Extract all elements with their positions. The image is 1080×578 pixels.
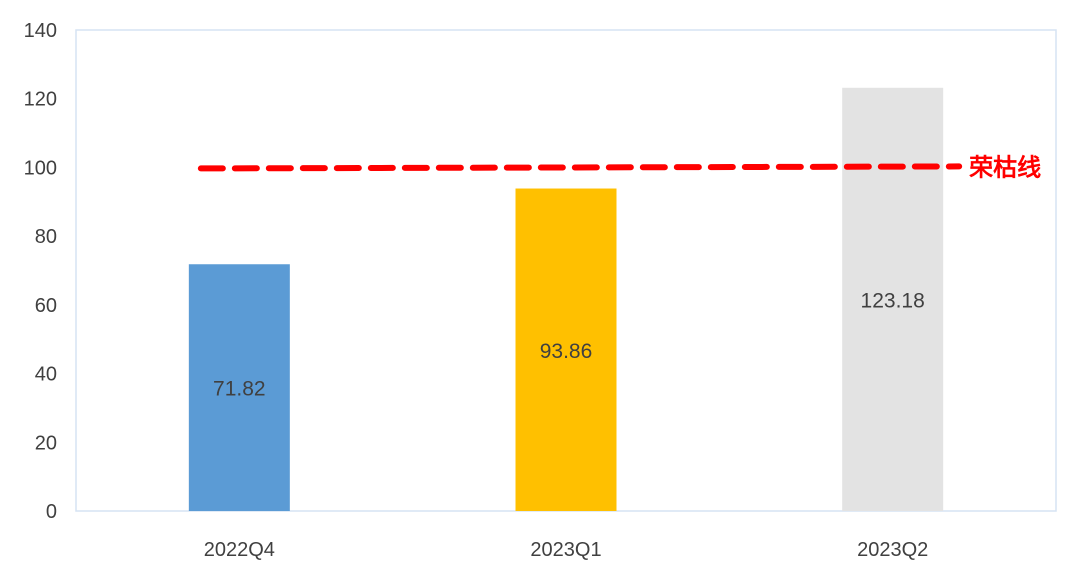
y-tick-label: 80: [35, 226, 57, 248]
x-tick-label: 2023Q2: [857, 539, 928, 561]
y-tick-label: 20: [35, 432, 57, 454]
x-tick-label: 2022Q4: [204, 539, 275, 561]
bar: [515, 188, 617, 511]
reference-line-group: 荣枯线: [197, 153, 1041, 181]
reference-line: [197, 163, 963, 172]
x-axis: 2022Q4 2023Q1 2023Q2: [204, 539, 929, 561]
y-axis: 0 20 40 60 80 100 120 140: [24, 20, 57, 523]
y-tick-label: 120: [24, 89, 57, 111]
bars: 71.82 93.86 123.18: [188, 87, 944, 512]
bar: [188, 264, 290, 511]
y-tick-label: 40: [35, 364, 57, 386]
reference-line-label: 荣枯线: [969, 153, 1041, 181]
y-tick-label: 60: [35, 295, 57, 317]
y-tick-label: 0: [46, 501, 57, 523]
data-label: 71.82: [213, 378, 266, 401]
x-tick-label: 2023Q1: [530, 539, 601, 561]
data-label: 123.18: [861, 289, 925, 312]
y-tick-label: 100: [24, 157, 57, 179]
y-tick-label: 140: [24, 20, 57, 42]
data-label: 93.86: [540, 340, 593, 363]
bar: [842, 87, 944, 512]
